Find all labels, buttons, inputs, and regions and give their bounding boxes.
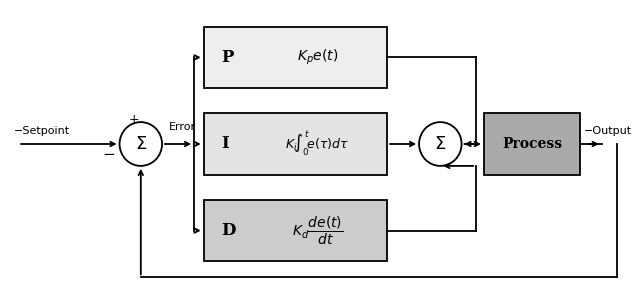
Text: +: + [129, 113, 140, 126]
Bar [204, 26, 387, 88]
Text: Error: Error [169, 122, 196, 132]
Bar [204, 200, 387, 262]
Text: $K_d \dfrac{de(t)}{dt}$: $K_d \dfrac{de(t)}{dt}$ [292, 214, 343, 247]
Text: Process: Process [502, 137, 562, 151]
Text: D: D [221, 222, 236, 239]
Text: $K_p e(t)$: $K_p e(t)$ [297, 48, 338, 67]
Text: $K_i\!\int_0^t\!e(\tau)d\tau$: $K_i\!\int_0^t\!e(\tau)d\tau$ [285, 130, 349, 158]
Text: $\Sigma$: $\Sigma$ [434, 135, 447, 153]
Bar [484, 113, 580, 175]
Text: $\Sigma$: $\Sigma$ [134, 135, 147, 153]
Text: P: P [221, 49, 234, 66]
Text: −: − [102, 147, 115, 162]
Text: −Output: −Output [584, 126, 632, 136]
Bar [204, 113, 387, 175]
Text: −Setpoint: −Setpoint [14, 126, 70, 136]
Text: I: I [221, 135, 228, 153]
